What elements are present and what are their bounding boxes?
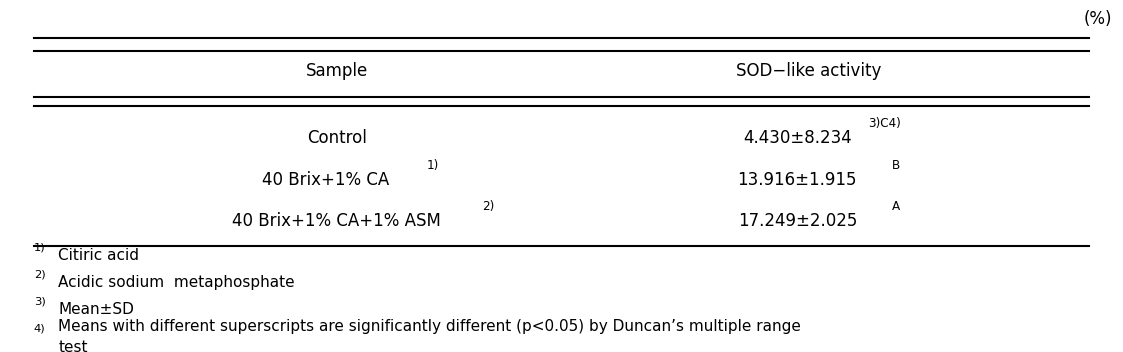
Text: 2): 2)	[483, 200, 494, 213]
Text: 2): 2)	[34, 270, 45, 280]
Text: 3)C4): 3)C4)	[868, 118, 902, 131]
Text: 3): 3)	[34, 297, 46, 307]
Text: Sample: Sample	[305, 62, 368, 80]
Text: 4.430±8.234: 4.430±8.234	[743, 129, 851, 147]
Text: 1): 1)	[427, 159, 438, 172]
Text: SOD−like activity: SOD−like activity	[736, 62, 882, 80]
Text: 1): 1)	[34, 243, 45, 253]
Text: Mean±SD: Mean±SD	[58, 302, 135, 317]
Text: Acidic sodium  metaphosphate: Acidic sodium metaphosphate	[58, 275, 295, 290]
Text: 17.249±2.025: 17.249±2.025	[738, 212, 857, 230]
Text: 4): 4)	[34, 324, 45, 334]
Text: 40 Brix+1% CA: 40 Brix+1% CA	[262, 170, 390, 189]
Text: 40 Brix+1% CA+1% ASM: 40 Brix+1% CA+1% ASM	[232, 212, 441, 230]
Text: Means with different superscripts are significantly different (p<0.05) by Duncan: Means with different superscripts are si…	[58, 319, 802, 352]
Text: 13.916±1.915: 13.916±1.915	[738, 170, 857, 189]
Text: Control: Control	[307, 129, 367, 147]
Text: (%): (%)	[1084, 10, 1112, 27]
Text: B: B	[892, 159, 901, 172]
Text: A: A	[892, 200, 901, 213]
Text: Citiric acid: Citiric acid	[58, 248, 139, 263]
